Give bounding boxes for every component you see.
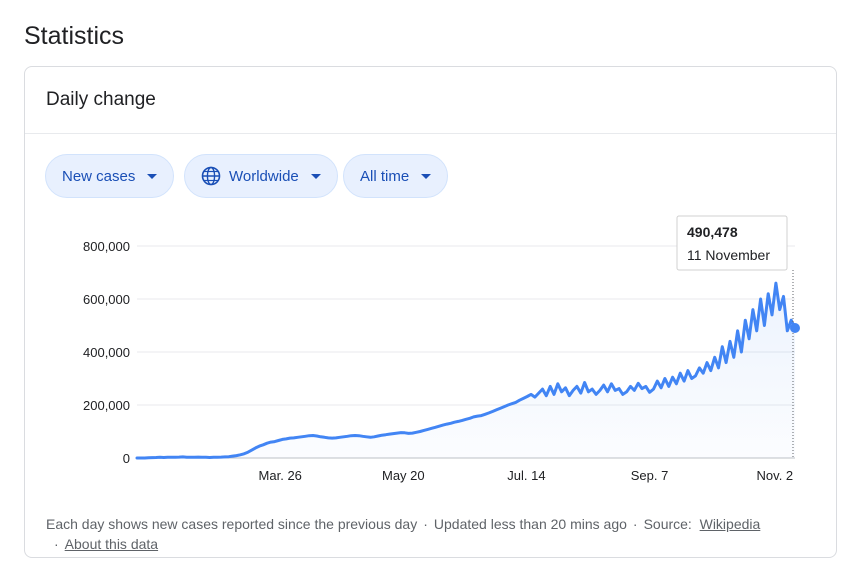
y-tick-label: 0: [123, 451, 130, 466]
chevron-down-icon: [421, 173, 432, 179]
region-dropdown[interactable]: Worldwide: [184, 154, 338, 198]
tooltip: 490,478 11 November: [676, 215, 788, 271]
stats-card: Daily change New cases Worldwide All tim…: [24, 66, 837, 558]
hover-point: [790, 323, 800, 334]
separator-dot: ·: [54, 536, 59, 552]
series-line: [135, 281, 797, 460]
page-title: Statistics: [24, 22, 125, 50]
source-label: Source:: [643, 516, 692, 532]
range-dropdown[interactable]: All time: [343, 154, 449, 198]
metric-dropdown[interactable]: New cases: [45, 154, 175, 198]
separator-dot: ·: [423, 516, 428, 532]
daily-change-chart[interactable]: 0 200,000 400,000 600,000 800,000 Mar. 26 May…: [25, 67, 836, 487]
updated-text: Updated less than 20 mins ago: [433, 516, 627, 532]
y-tick-label: 800,000: [83, 239, 130, 254]
globe-icon: [201, 166, 221, 186]
chart-area-fill: [137, 283, 795, 458]
y-tick-label: 600,000: [83, 292, 130, 307]
chevron-down-icon: [310, 173, 321, 179]
tooltip-value: 490,478: [687, 224, 738, 240]
range-label: All time: [360, 167, 410, 185]
x-tick-label: Nov. 2: [757, 468, 794, 483]
x-tick-label: Sep. 7: [631, 468, 669, 483]
x-tick-label: Mar. 26: [259, 468, 302, 483]
metric-label: New cases: [62, 167, 136, 185]
region-label: Worldwide: [229, 167, 299, 185]
separator-dot: ·: [632, 516, 638, 532]
card-title: Daily change: [46, 89, 156, 110]
tooltip-date: 11 November: [687, 247, 770, 263]
footer-text: Each day shows new cases reported since …: [46, 516, 418, 532]
chevron-down-icon: [147, 173, 158, 179]
y-tick-label: 400,000: [83, 345, 130, 360]
x-tick-label: May 20: [382, 468, 425, 483]
about-data-link[interactable]: About this data: [64, 536, 159, 552]
y-tick-label: 200,000: [83, 398, 130, 413]
source-link[interactable]: Wikipedia: [699, 516, 761, 532]
card-divider: [25, 133, 836, 134]
footer-note: Each day shows new cases reported since …: [46, 514, 826, 554]
x-tick-label: Jul. 14: [507, 468, 545, 483]
